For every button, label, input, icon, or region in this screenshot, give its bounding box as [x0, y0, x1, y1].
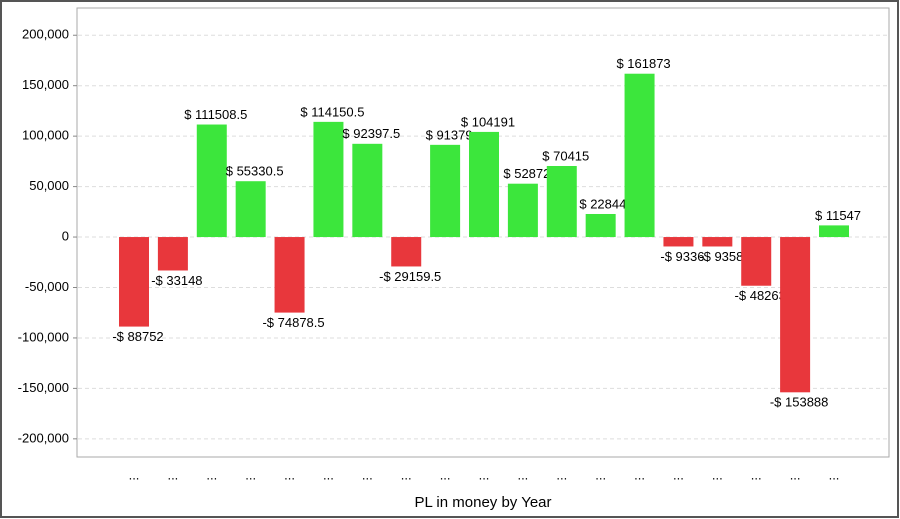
y-tick-label: 50,000 — [29, 178, 69, 193]
bar — [585, 213, 616, 238]
value-label: $ 104191 — [461, 114, 515, 129]
y-tick-label: 200,000 — [22, 27, 69, 42]
x-tick-label: ... — [479, 467, 490, 482]
x-tick-label: ... — [401, 467, 412, 482]
x-tick-label: ... — [167, 467, 178, 482]
x-tick-label: ... — [712, 467, 723, 482]
value-label: $ 22844. — [579, 196, 630, 211]
bar — [119, 237, 149, 327]
x-tick-label: ... — [362, 467, 373, 482]
bar — [819, 225, 849, 238]
x-tick-label: ... — [634, 467, 645, 482]
x-tick-label: ... — [790, 467, 801, 482]
x-tick-label: ... — [556, 467, 567, 482]
bar — [469, 131, 499, 238]
bar — [157, 237, 188, 271]
x-tick-label: ... — [284, 467, 295, 482]
value-label: -$ 9358 — [699, 249, 743, 264]
bar — [624, 73, 655, 238]
y-tick-label: 0 — [62, 228, 69, 243]
x-tick-label: ... — [673, 467, 684, 482]
bar — [741, 237, 772, 286]
x-tick-label: ... — [129, 467, 140, 482]
value-label: -$ 88752 — [112, 329, 163, 344]
value-label: -$ 33148 — [151, 273, 202, 288]
value-label: $ 55330.5 — [226, 164, 284, 179]
x-tick-label: ... — [206, 467, 217, 482]
value-label: $ 114150.5 — [300, 104, 364, 119]
value-label: $ 11547 — [815, 208, 861, 223]
y-tick-label: 150,000 — [22, 77, 69, 92]
bar — [274, 237, 305, 313]
bar — [546, 165, 577, 238]
x-tick-label: ... — [829, 467, 840, 482]
y-tick-label: -200,000 — [18, 430, 69, 445]
x-tick-label: ... — [245, 467, 256, 482]
x-tick-label: ... — [323, 467, 334, 482]
bar — [313, 121, 344, 238]
bar — [702, 237, 733, 247]
bar — [391, 237, 422, 267]
value-label: $ 91379 — [426, 127, 473, 142]
x-axis-title: PL in money by Year — [414, 494, 551, 511]
value-label: $ 161873 — [616, 56, 670, 71]
bar — [196, 124, 227, 238]
value-label: $ 70415 — [542, 148, 589, 163]
x-tick-label: ... — [440, 467, 451, 482]
bar — [235, 181, 266, 238]
value-label: -$ 9336 — [660, 249, 704, 264]
bar — [780, 237, 811, 393]
bar — [430, 144, 461, 238]
x-tick-label: ... — [595, 467, 606, 482]
value-label: -$ 29159.5 — [379, 269, 441, 284]
bar — [507, 183, 538, 238]
x-tick-label: ... — [751, 467, 762, 482]
value-label: -$ 153888 — [770, 395, 829, 410]
bar — [663, 237, 694, 247]
value-label: $ 52872 — [503, 166, 550, 181]
y-tick-label: 100,000 — [22, 128, 69, 143]
bar — [352, 143, 383, 238]
y-tick-label: -150,000 — [18, 380, 69, 395]
value-label: -$ 74878.5 — [262, 315, 324, 330]
x-tick-label: ... — [517, 467, 528, 482]
value-label: $ 111508.5 — [184, 107, 247, 122]
y-tick-label: -50,000 — [25, 279, 69, 294]
y-tick-label: -100,000 — [18, 329, 69, 344]
value-label: $ 92397.5 — [342, 126, 400, 141]
value-label: -$ 48263 — [735, 288, 786, 303]
